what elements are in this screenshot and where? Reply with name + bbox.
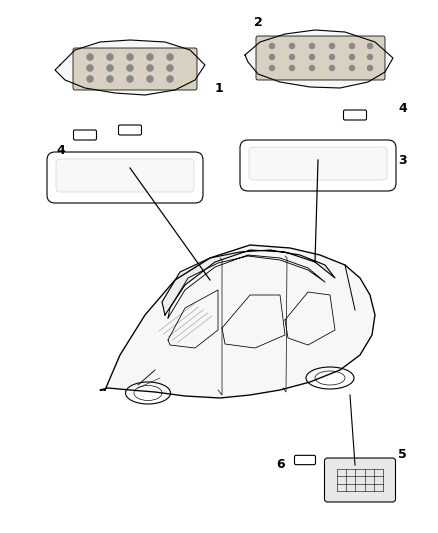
Circle shape (146, 64, 153, 71)
Circle shape (329, 65, 335, 71)
FancyBboxPatch shape (294, 455, 315, 465)
Circle shape (289, 43, 295, 49)
Circle shape (106, 53, 113, 61)
Text: 4: 4 (398, 101, 407, 115)
Circle shape (329, 43, 335, 49)
Circle shape (86, 53, 93, 61)
Circle shape (146, 53, 153, 61)
Polygon shape (162, 250, 335, 315)
Text: 6: 6 (276, 458, 285, 472)
Circle shape (269, 65, 275, 71)
FancyBboxPatch shape (343, 110, 367, 120)
Circle shape (146, 76, 153, 83)
Circle shape (367, 43, 373, 49)
Circle shape (329, 54, 335, 60)
Circle shape (309, 43, 315, 49)
Circle shape (86, 64, 93, 71)
Text: 4: 4 (56, 143, 65, 157)
Polygon shape (55, 40, 205, 95)
FancyBboxPatch shape (56, 159, 194, 192)
Circle shape (269, 54, 275, 60)
Circle shape (106, 64, 113, 71)
Circle shape (127, 53, 134, 61)
FancyBboxPatch shape (240, 140, 396, 191)
Circle shape (349, 65, 355, 71)
Circle shape (367, 65, 373, 71)
Circle shape (166, 64, 173, 71)
Circle shape (86, 76, 93, 83)
Circle shape (166, 53, 173, 61)
FancyBboxPatch shape (249, 147, 387, 180)
Circle shape (289, 65, 295, 71)
Circle shape (106, 76, 113, 83)
Circle shape (127, 64, 134, 71)
FancyBboxPatch shape (119, 125, 141, 135)
Polygon shape (245, 30, 393, 88)
Polygon shape (100, 245, 375, 398)
Circle shape (349, 54, 355, 60)
Text: 1: 1 (215, 82, 224, 94)
Circle shape (127, 76, 134, 83)
FancyBboxPatch shape (256, 36, 385, 80)
Circle shape (309, 54, 315, 60)
Circle shape (166, 76, 173, 83)
Text: 2: 2 (254, 17, 262, 29)
FancyBboxPatch shape (325, 458, 396, 502)
FancyBboxPatch shape (74, 130, 96, 140)
Circle shape (289, 54, 295, 60)
Circle shape (309, 65, 315, 71)
Text: 3: 3 (398, 154, 406, 166)
FancyBboxPatch shape (73, 48, 197, 90)
Circle shape (349, 43, 355, 49)
Circle shape (269, 43, 275, 49)
Text: 5: 5 (398, 448, 407, 462)
FancyBboxPatch shape (47, 152, 203, 203)
Circle shape (367, 54, 373, 60)
